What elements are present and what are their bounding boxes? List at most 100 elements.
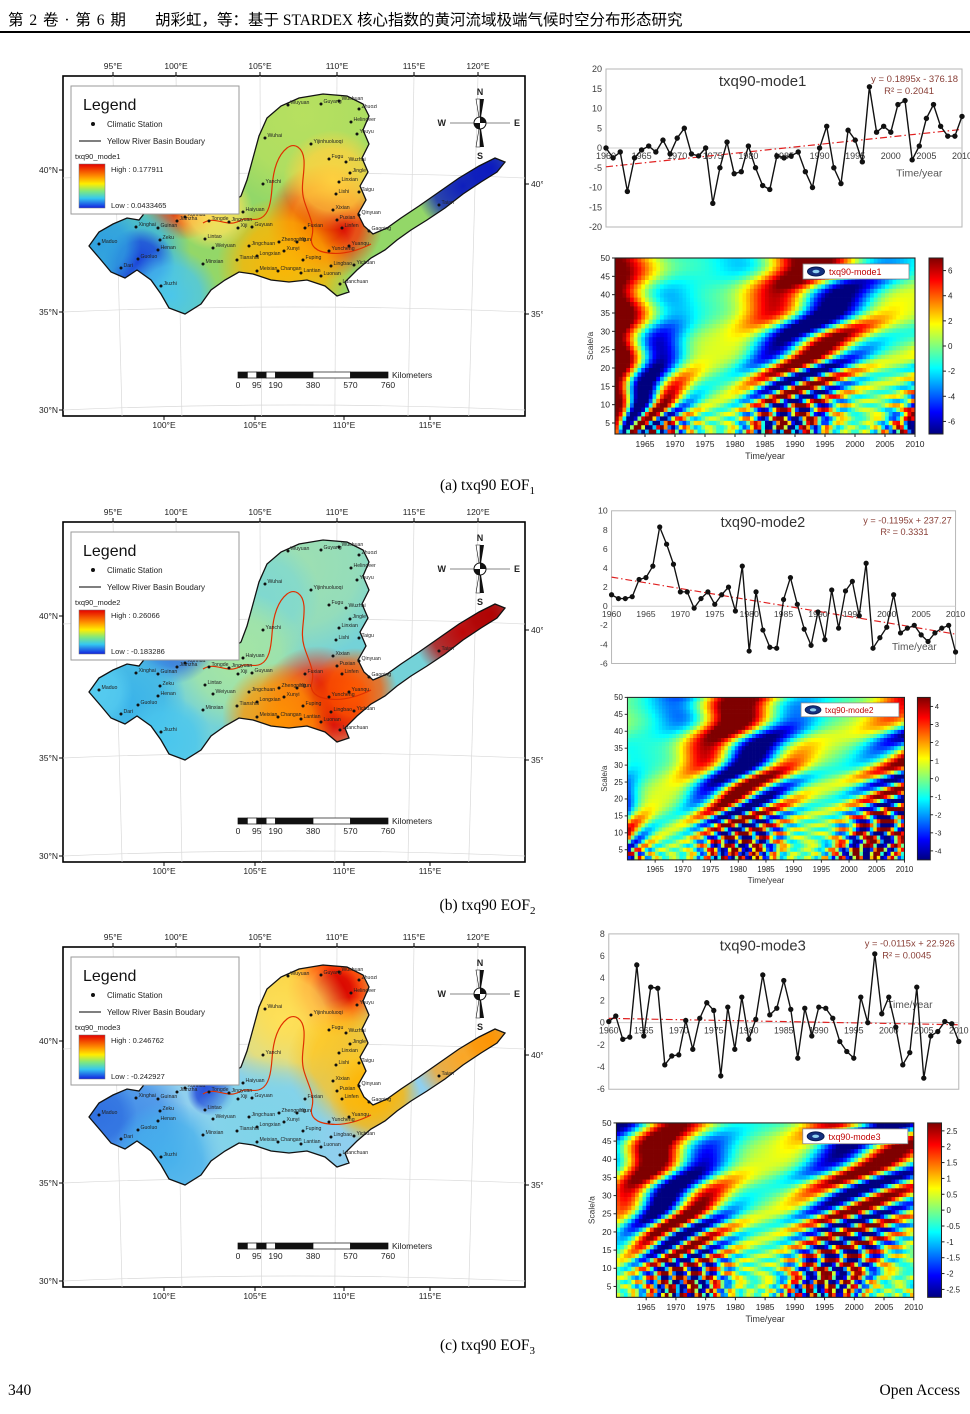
data-line (611, 524, 957, 653)
svg-text:120°E: 120°E (466, 61, 490, 71)
station-dot (337, 970, 341, 974)
svg-text:110°E: 110°E (326, 507, 349, 517)
compass-w: W (438, 564, 447, 574)
map-figure-c: Wuyuan Guyang Wuchuan Zhuozi Helingeer Youyu W… (33, 931, 543, 1303)
svg-text:6: 6 (948, 267, 953, 276)
svg-text:1980: 1980 (739, 609, 758, 619)
station-dot (319, 548, 323, 552)
station-dot (355, 1003, 359, 1007)
station-label: Jiuzhi (164, 281, 177, 287)
compass-w: W (438, 118, 447, 128)
svg-text:2000: 2000 (881, 151, 901, 161)
station-label: Jingchuan (252, 687, 276, 693)
station-dot (255, 269, 259, 273)
svg-text:1970: 1970 (666, 439, 685, 449)
station-label: Lintao (208, 680, 222, 686)
time-axis-ticks: 1965 1970 1975 1980 1985 1990 1995 2000 2005 2010 (646, 859, 914, 874)
station-dot (319, 274, 323, 278)
station-dot (347, 244, 351, 248)
longitude-ticks-top: 95°E 100°E 105°E 110°E 115°E 120°E (104, 507, 490, 522)
station-dot (357, 659, 361, 663)
legend-title: Legend (83, 968, 136, 985)
station-dot (136, 257, 140, 261)
station-label: Fugu (332, 1025, 344, 1031)
station-dot (175, 1090, 179, 1094)
station-label: Zeku (163, 681, 175, 687)
station-dot (183, 215, 187, 219)
trend-line (608, 1017, 959, 1026)
svg-text:95°E: 95°E (104, 61, 123, 71)
station-label: Xinghai (139, 1093, 156, 1099)
scale-bar-unit: Kilometers (392, 370, 432, 380)
latitude-ticks-left: 40°N 35°N 30°N (39, 165, 63, 415)
compass-n: N (477, 958, 484, 968)
svg-text:30°N: 30°N (39, 405, 58, 415)
station-label: Tongde (212, 662, 229, 668)
station-label: Xunyi (287, 692, 300, 698)
wavelet-legend-label: txq90-mode1 (829, 267, 882, 277)
station-label: Yuanqu (352, 1112, 370, 1118)
station-label: Zhuozi (362, 104, 378, 110)
legend-low-value: Low : -0.242927 (111, 1072, 165, 1081)
latitude-ticks-right: 40°N 35°N (525, 625, 543, 765)
svg-text:1975: 1975 (705, 609, 724, 619)
svg-text:115°E: 115°E (419, 420, 442, 430)
mode1-timeseries-chart: -20-15-10-505101520196019651970197519801… (589, 64, 970, 232)
svg-text:0: 0 (236, 380, 241, 390)
station-dot (355, 132, 359, 136)
station-dot (276, 715, 280, 719)
scale-bar-unit: Kilometers (392, 1241, 432, 1251)
station-label: Maduo (102, 239, 118, 245)
chart-title: txq90-mode1 (719, 73, 807, 90)
station-label: Lantian (304, 1139, 321, 1145)
caption-b-sub: 2 (529, 905, 536, 918)
station-dot (175, 665, 179, 669)
station-label: Taigu (362, 633, 375, 639)
station-dot (156, 672, 160, 676)
wavelet-legend-label: txq90-mode2 (825, 705, 874, 715)
svg-text:30°N: 30°N (39, 851, 58, 861)
legend-title: Legend (83, 97, 136, 114)
legend-low-value: Low : 0.0433465 (111, 201, 166, 210)
svg-text:8: 8 (603, 525, 608, 535)
station-dot (331, 208, 335, 212)
station-dot (263, 582, 267, 586)
station-label: Youyu (360, 575, 374, 581)
station-label: Henan (161, 691, 176, 697)
svg-text:2005: 2005 (876, 439, 895, 449)
station-dot (309, 142, 313, 146)
station-dot (329, 710, 333, 714)
station-dot (357, 213, 361, 217)
station-label: Guinan (161, 223, 178, 229)
station-dot (329, 1135, 333, 1139)
station-label: Wuchuan (342, 967, 364, 973)
station-label: Wuhai (268, 579, 283, 585)
svg-text:35°N: 35°N (39, 307, 58, 317)
timeseries-figure-b: -6 -4 -2 0 2 4 6 8 10 1960 1965 1970 1975 1980 1985 199… (572, 505, 970, 677)
svg-text:1990: 1990 (786, 439, 805, 449)
station-label: Jianzha (180, 216, 198, 222)
svg-text:40: 40 (601, 290, 611, 300)
svg-text:1960: 1960 (596, 151, 616, 161)
svg-text:-20: -20 (589, 222, 602, 232)
svg-text:0: 0 (597, 143, 602, 153)
station-label: Lishi (339, 635, 350, 641)
station-dot (247, 244, 251, 248)
station-dot (156, 1097, 160, 1101)
station-label: Luonan (324, 1142, 341, 1148)
station-dot (159, 284, 163, 288)
trend-equation: y = -0.1195x + 237.27 (863, 515, 951, 525)
station-label: Jingle (353, 168, 367, 174)
station-label: Linxian (342, 177, 359, 183)
station-dot (357, 978, 361, 982)
station-label: Yijinhuoluoqi (314, 585, 343, 591)
station-label: Guoluo (141, 1125, 158, 1131)
station-label: Fugu (332, 600, 344, 606)
station-dot (286, 974, 290, 978)
station-dot (97, 242, 101, 246)
station-dot (344, 606, 348, 610)
data-markers (603, 84, 965, 206)
station-label: Meixian (260, 266, 278, 272)
station-dot (250, 1096, 254, 1100)
